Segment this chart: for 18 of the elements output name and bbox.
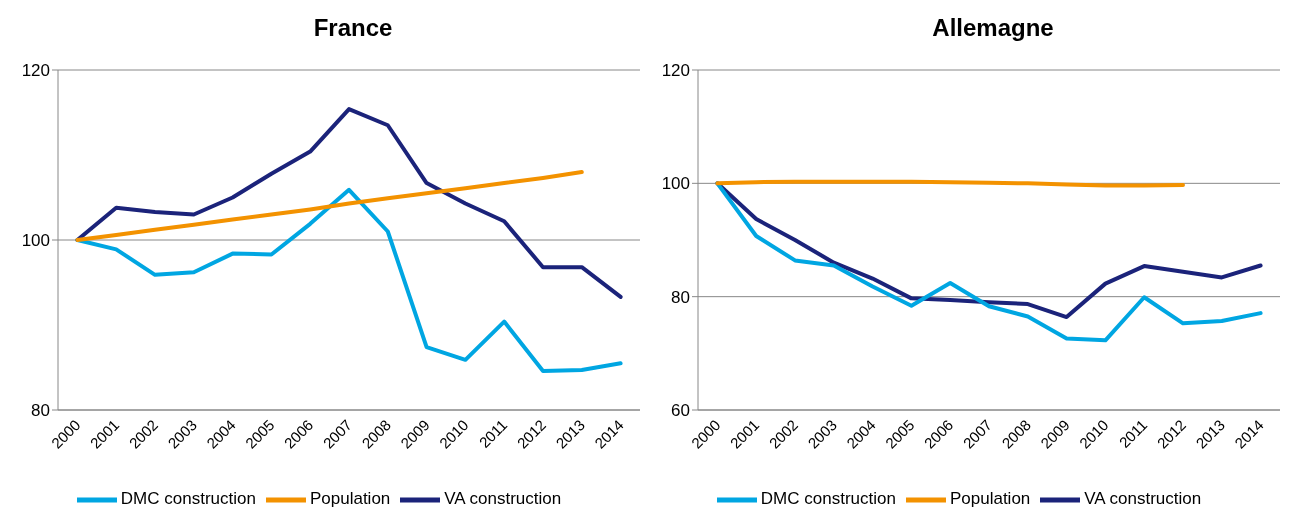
y-tick-label: 80: [671, 287, 690, 307]
legend-label: VA construction: [444, 489, 562, 509]
y-tick-label: 60: [671, 401, 690, 421]
line-series: [75, 187, 623, 373]
legend-label: Population: [309, 489, 391, 509]
y-tick-label: 100: [21, 231, 50, 251]
chart-title: Allemagne: [931, 13, 1055, 43]
chart-title: France: [312, 13, 394, 43]
y-tick-label: 80: [31, 401, 50, 421]
legend-label: DMC construction: [760, 489, 896, 509]
line-series: [75, 170, 584, 242]
y-tick-label: 100: [661, 174, 690, 194]
y-tick-label: 120: [661, 61, 690, 81]
legend-label: DMC construction: [120, 489, 256, 509]
y-tick-label: 120: [21, 61, 50, 81]
line-series: [75, 107, 623, 299]
legend-label: VA construction: [1084, 489, 1202, 509]
legend-label: Population: [949, 489, 1031, 509]
